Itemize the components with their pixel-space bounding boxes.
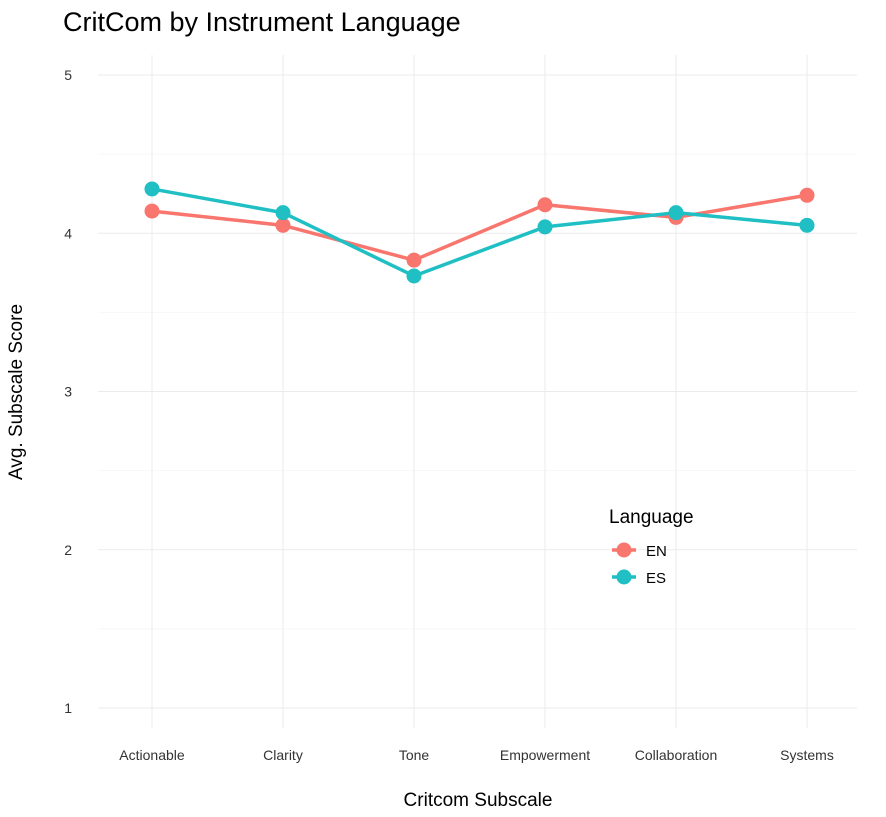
chart-title: CritCom by Instrument Language [63, 7, 461, 37]
legend-key-point [616, 569, 632, 585]
data-point-es [668, 205, 684, 221]
data-point-es [799, 217, 815, 233]
y-tick-label: 3 [64, 384, 72, 400]
y-tick-label: 5 [64, 67, 72, 83]
x-tick-label: Clarity [263, 747, 303, 763]
grid-lines [98, 55, 857, 728]
axis-labels: 1 2 3 4 5 Actionable Clarity Tone Empowerment Col… [64, 67, 834, 763]
legend-item-en: EN [612, 542, 667, 560]
y-tick-label: 2 [64, 542, 72, 558]
x-tick-label: Collaboration [635, 747, 718, 763]
data-point-es [275, 205, 291, 221]
data-point-en [275, 217, 291, 233]
legend-key-point [616, 542, 632, 558]
data-point-en [144, 203, 160, 219]
data-point-es [537, 219, 553, 235]
data-point-en [406, 252, 422, 268]
x-axis-title: Critcom Subscale [404, 790, 553, 811]
data-point-es [406, 268, 422, 284]
data-point-es [144, 181, 160, 197]
legend-label: ES [646, 570, 666, 587]
legend-item-es: ES [612, 569, 666, 587]
legend: Language EN ES [609, 507, 694, 587]
series-es [144, 181, 815, 284]
series-layer [144, 181, 815, 284]
x-tick-label: Actionable [119, 747, 185, 763]
y-axis-title: Avg. Subscale Score [6, 304, 27, 480]
series-line-es [150, 187, 809, 278]
legend-title: Language [609, 507, 694, 528]
x-tick-label: Empowerment [500, 747, 590, 763]
y-tick-label: 1 [64, 700, 72, 716]
series-en [144, 187, 815, 268]
data-point-en [799, 187, 815, 203]
x-tick-label: Systems [780, 747, 834, 763]
legend-label: EN [646, 543, 667, 560]
x-tick-label: Tone [399, 747, 430, 763]
data-point-en [537, 197, 553, 213]
y-tick-label: 4 [64, 225, 72, 241]
